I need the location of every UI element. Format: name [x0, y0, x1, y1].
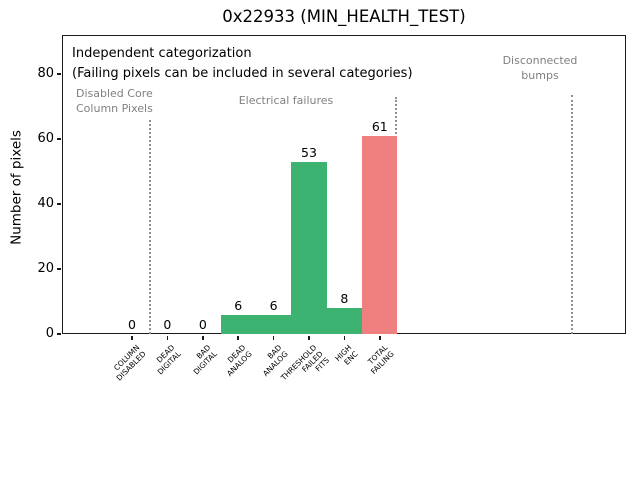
bar	[255, 314, 292, 334]
section-label-disabled-core: Disabled Core Column Pixels	[76, 87, 153, 115]
bar	[220, 314, 256, 334]
section-label-disconnected-bumps: Disconnected bumps	[502, 54, 578, 82]
x-tick	[343, 335, 346, 340]
y-tick	[56, 268, 61, 270]
x-tick	[202, 335, 204, 340]
x-tick	[379, 335, 381, 340]
bar-value-label: 6	[269, 297, 278, 313]
y-tick	[56, 333, 61, 335]
bar-value-label: 0	[198, 317, 207, 332]
bar-value-label: 53	[301, 144, 317, 160]
bar-value-label: 8	[340, 291, 349, 306]
y-tick	[56, 203, 61, 205]
y-tick-label: 20	[37, 261, 54, 276]
separator-line-disabled	[148, 120, 151, 334]
x-tick	[272, 335, 275, 340]
annotation-note-line1: Independent categorization	[72, 46, 252, 61]
y-tick	[56, 73, 61, 75]
y-tick-label: 80	[37, 66, 54, 81]
y-tick-label: 40	[37, 196, 54, 211]
x-tick	[308, 335, 310, 340]
y-tick-label: 0	[45, 326, 54, 341]
separator-line-bumps	[571, 95, 573, 334]
bar-value-label: 0	[128, 317, 136, 332]
annotation-note-line2: (Failing pixels can be included in sever…	[72, 66, 413, 81]
bar-value-label: 61	[371, 118, 388, 134]
y-tick-label: 60	[37, 131, 54, 146]
bar	[326, 308, 363, 334]
section-label-electrical-failures: Electrical failures	[238, 94, 334, 107]
bar	[291, 161, 327, 334]
chart-title: 0x22933 (MIN_HEALTH_TEST)	[222, 7, 466, 26]
x-tick	[237, 335, 239, 340]
annotation-note: Independent categorization (Failing pixe…	[72, 44, 413, 84]
bar	[362, 135, 398, 334]
bar-value-label: 0	[163, 317, 172, 332]
y-tick	[56, 138, 61, 140]
bar-value-label: 6	[234, 297, 243, 313]
x-tick	[166, 335, 169, 340]
x-tick	[131, 335, 133, 340]
